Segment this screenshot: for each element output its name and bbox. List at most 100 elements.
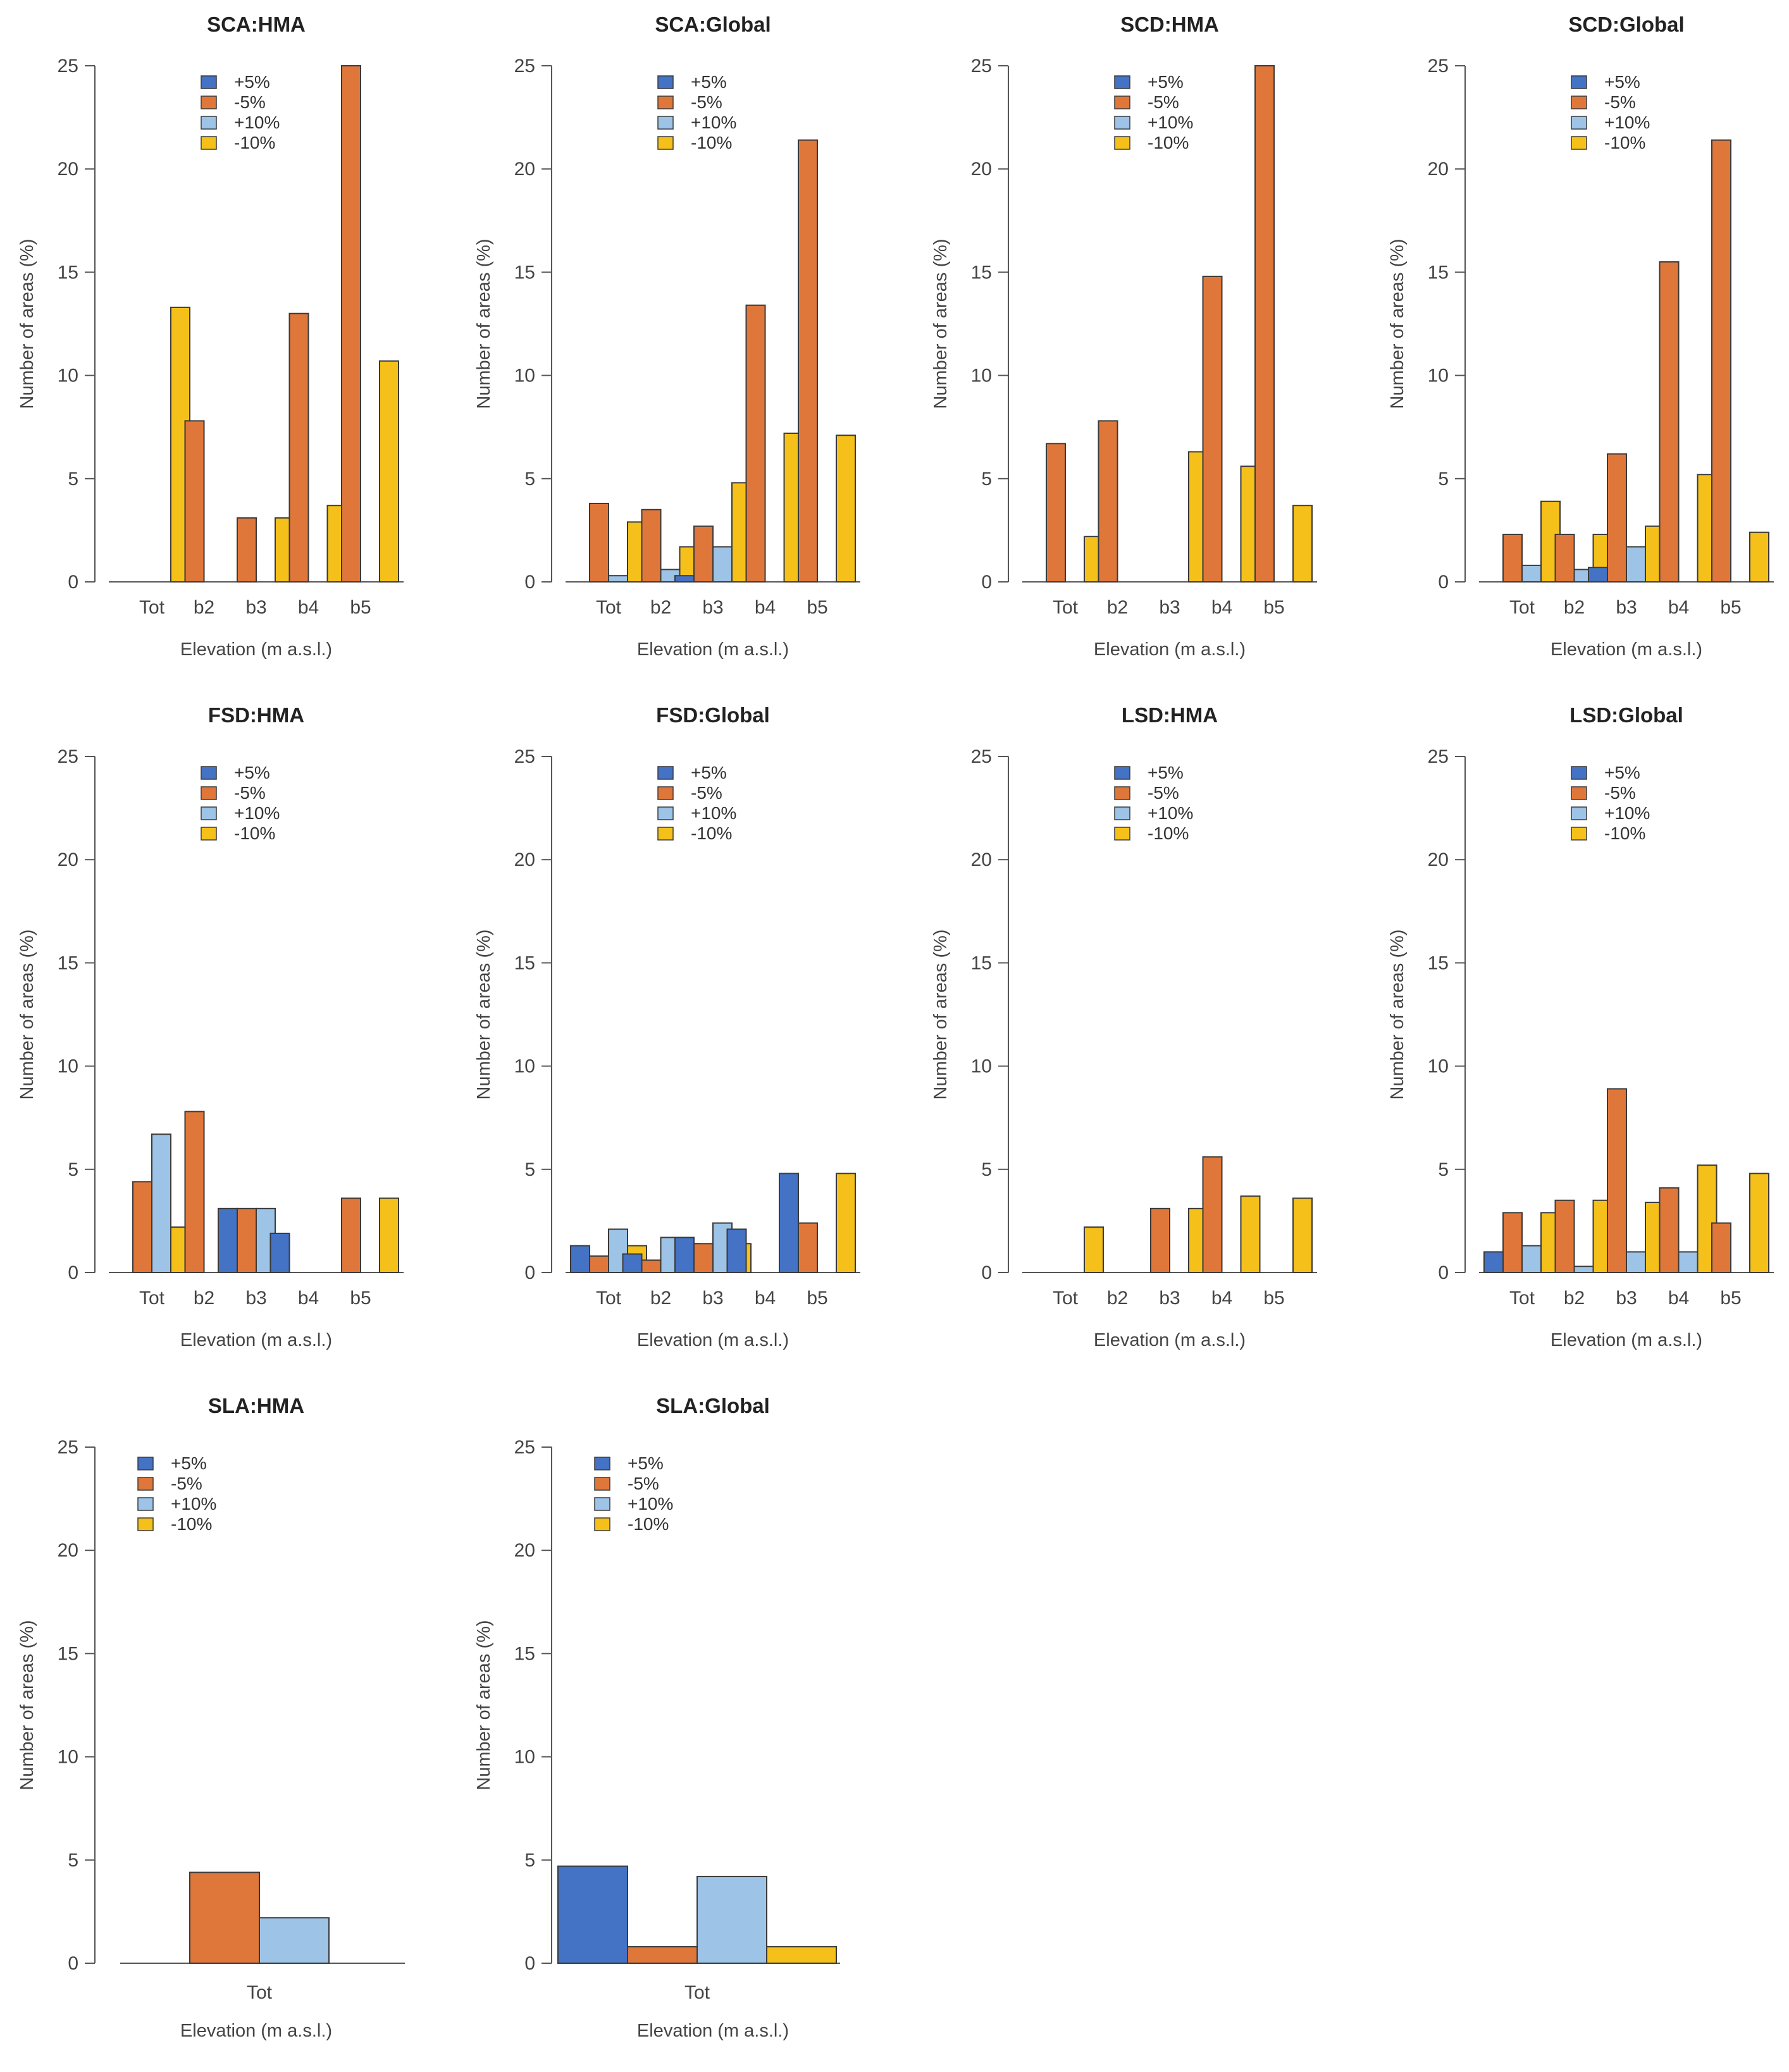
bar-tot-minus10 [1084,1226,1104,1274]
y-tick-label: 5 [68,1850,78,1871]
x-tick-label: b3 [702,1288,723,1309]
legend-swatch-minus5 [137,1477,154,1491]
y-tick-label: 15 [58,262,78,283]
legend-swatch-plus10 [657,806,674,820]
legend-swatch-minus10 [657,136,674,150]
bar-b4-minus5 [745,304,766,583]
y-tick-label: 15 [971,953,992,973]
panel-sla-global: SLA:Global 0 5 10 15 20 25 Number of areas (%) T… [474,1394,840,2041]
legend-label: +10% [1604,803,1650,823]
legend-label: -5% [1604,92,1636,112]
bar-tot-plus10 [1521,564,1542,583]
bar-b3-plus5 [1588,567,1608,583]
legend-swatch-plus10 [201,116,217,130]
x-tick-label: b3 [1616,597,1637,618]
y-tick-label: 0 [524,1953,535,1974]
legend-label: -5% [691,92,722,112]
legend-swatch-minus5 [594,1477,610,1491]
bar-b4-minus5 [1202,1156,1223,1273]
x-tick-label: b2 [1107,1288,1128,1309]
bar-tot-plus5 [557,1865,628,1964]
x-axis-label: Elevation (m a.s.l.) [637,1330,789,1350]
legend-label: +5% [1604,72,1640,92]
legend-label: +5% [171,1453,207,1473]
legend-label: -5% [628,1474,659,1493]
y-tick-label: 10 [58,366,78,386]
bar-b3-minus5 [693,1243,714,1274]
legend-swatch-minus5 [201,96,217,109]
bar-b2-minus5 [641,509,662,583]
panel-sca-global: SCA:Global 0 5 10 15 20 25 Number of areas (%) T… [474,13,860,660]
y-axis-label: Number of areas (%) [931,929,951,1099]
x-tick-label: b3 [1616,1288,1637,1309]
x-tick-label: Tot [1509,597,1535,618]
y-tick-label: 5 [981,469,992,490]
y-tick-label: 25 [514,56,535,77]
legend-swatch-plus5 [1114,766,1130,780]
y-tick-label: 5 [981,1159,992,1180]
x-tick-label: Tot [596,597,622,618]
x-tick-label: b5 [1263,1288,1284,1309]
x-tick-label: b4 [1668,1288,1689,1309]
x-tick-label: b2 [1564,1288,1585,1309]
legend-swatch-plus5 [201,75,217,89]
x-axis-label: Elevation (m a.s.l.) [180,2021,332,2041]
x-axis-label: Elevation (m a.s.l.) [1094,639,1246,660]
panel-lsd-global: LSD:Global 0 5 10 15 20 25 Number of areas (%) T… [1387,703,1774,1350]
y-tick-label: 0 [524,572,535,593]
panel-sla-hma: SLA:HMA 0 5 10 15 20 25 Number of areas (%) Tot E… [17,1394,405,2041]
bar-b4-minus5 [288,312,309,583]
bar-tot-minus5 [589,502,609,583]
y-tick-label: 15 [514,1643,535,1664]
bar-tot-minus10 [766,1946,837,1964]
legend-swatch-minus10 [137,1517,154,1531]
panel-scd-hma: SCD:HMA 0 5 10 15 20 25 Number of areas (%) Tot b… [931,13,1317,660]
y-axis-label: Number of areas (%) [474,238,494,409]
legend-label: -5% [691,783,722,803]
legend-swatch-plus10 [1114,116,1130,130]
bar-tot-minus5 [1502,1212,1523,1273]
legend-swatch-plus5 [137,1457,154,1471]
bar-b5-minus10 [1749,1173,1769,1273]
y-tick-label: 0 [68,1262,78,1283]
y-tick-label: 20 [514,159,535,180]
panel-title: FSD:HMA [208,703,304,727]
y-tick-label: 20 [58,159,78,180]
legend-swatch-minus10 [201,827,217,841]
legend-label: +10% [1148,803,1193,823]
legend-swatch-minus5 [657,96,674,109]
y-tick-label: 20 [1428,849,1449,870]
bar-tot-minus5 [1046,443,1066,583]
legend-swatch-plus5 [201,766,217,780]
legend-swatch-plus10 [657,116,674,130]
bar-tot-plus10 [696,1875,767,1964]
x-tick-label: Tot [596,1288,622,1309]
legend-label: +10% [691,803,736,823]
legend-swatch-minus5 [1571,786,1587,800]
y-tick-label: 10 [58,1056,78,1077]
x-tick-label: Tot [139,597,165,618]
bar-tot-plus5 [1483,1251,1504,1273]
y-axis-label: Number of areas (%) [474,929,494,1099]
bar-b5-minus5 [798,1222,818,1273]
legend-label: +10% [1148,113,1193,132]
bar-tot-minus5 [189,1872,260,1964]
legend-swatch-minus10 [657,827,674,841]
y-tick-label: 20 [58,849,78,870]
bar-b3-minus5 [237,517,257,583]
x-tick-label: b2 [194,597,214,618]
legend-swatch-plus10 [137,1497,154,1511]
x-tick-label: Tot [247,1982,273,2003]
x-tick-label: b3 [1159,1288,1180,1309]
y-tick-label: 10 [58,1747,78,1768]
bar-b2-plus5 [622,1253,643,1274]
legend-label: +5% [1604,763,1640,782]
x-tick-label: b5 [350,597,371,618]
legend-swatch-plus5 [1571,766,1587,780]
x-tick-label: b2 [650,597,671,618]
legend-label: +5% [234,763,270,782]
panel-title: FSD:Global [656,703,770,727]
bar-b4-plus5 [726,1228,747,1273]
y-tick-label: 15 [514,953,535,973]
